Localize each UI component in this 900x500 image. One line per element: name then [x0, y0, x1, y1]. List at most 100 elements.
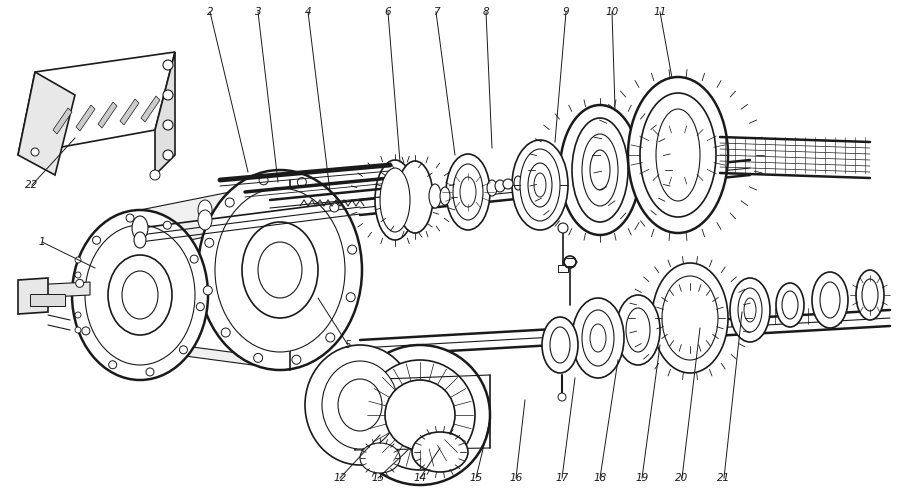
Ellipse shape [322, 361, 398, 449]
Circle shape [190, 255, 198, 263]
Ellipse shape [572, 298, 624, 378]
Ellipse shape [744, 298, 756, 322]
Circle shape [297, 178, 306, 186]
Ellipse shape [520, 149, 560, 221]
Circle shape [326, 333, 335, 342]
Ellipse shape [215, 188, 345, 352]
Circle shape [196, 302, 204, 310]
Circle shape [163, 222, 171, 230]
Ellipse shape [640, 93, 716, 217]
Text: 21: 21 [717, 473, 731, 483]
Ellipse shape [503, 179, 513, 189]
Ellipse shape [550, 327, 570, 363]
Circle shape [75, 257, 81, 263]
Polygon shape [53, 108, 72, 134]
Ellipse shape [198, 200, 212, 220]
Text: 18: 18 [593, 473, 607, 483]
Text: 19: 19 [635, 473, 649, 483]
Circle shape [126, 214, 134, 222]
Text: 2: 2 [207, 7, 213, 17]
Circle shape [31, 148, 39, 156]
Ellipse shape [108, 255, 172, 335]
Ellipse shape [375, 160, 415, 240]
Ellipse shape [132, 216, 148, 240]
Text: 17: 17 [555, 473, 569, 483]
Polygon shape [30, 282, 90, 298]
Text: 10: 10 [606, 7, 618, 17]
Polygon shape [141, 96, 160, 122]
Ellipse shape [856, 270, 884, 320]
Circle shape [329, 203, 338, 212]
Ellipse shape [460, 177, 476, 207]
Ellipse shape [812, 272, 848, 328]
Ellipse shape [385, 380, 455, 450]
Text: 4: 4 [305, 7, 311, 17]
Ellipse shape [652, 263, 728, 373]
Circle shape [346, 292, 356, 302]
Ellipse shape [85, 225, 195, 365]
Ellipse shape [582, 310, 614, 366]
Ellipse shape [590, 324, 606, 352]
Circle shape [163, 90, 173, 100]
Ellipse shape [338, 379, 382, 431]
Circle shape [203, 286, 212, 295]
Text: 1: 1 [39, 237, 45, 247]
Polygon shape [140, 180, 290, 250]
Circle shape [163, 150, 173, 160]
Text: 15: 15 [470, 473, 482, 483]
Circle shape [163, 60, 173, 70]
Text: 8: 8 [482, 7, 490, 17]
Circle shape [259, 176, 268, 185]
Ellipse shape [560, 105, 640, 235]
Polygon shape [18, 72, 75, 175]
Ellipse shape [582, 134, 618, 206]
Text: 14: 14 [413, 473, 427, 483]
Circle shape [93, 236, 101, 244]
Polygon shape [140, 340, 290, 370]
Circle shape [558, 393, 566, 401]
Circle shape [163, 120, 173, 130]
Circle shape [221, 328, 230, 337]
Ellipse shape [528, 163, 552, 207]
Ellipse shape [730, 278, 770, 342]
Ellipse shape [820, 282, 840, 318]
Ellipse shape [512, 140, 568, 230]
Ellipse shape [572, 118, 628, 222]
Circle shape [82, 327, 90, 335]
Text: 5: 5 [345, 340, 351, 350]
Text: 20: 20 [675, 473, 688, 483]
Polygon shape [18, 52, 175, 155]
Circle shape [150, 170, 160, 180]
Text: 16: 16 [509, 473, 523, 483]
Ellipse shape [628, 77, 728, 233]
Ellipse shape [440, 187, 450, 205]
Ellipse shape [590, 150, 610, 190]
Ellipse shape [738, 288, 762, 332]
Ellipse shape [198, 170, 362, 370]
Text: 12: 12 [333, 473, 346, 483]
Polygon shape [558, 265, 568, 272]
Ellipse shape [397, 161, 433, 233]
Ellipse shape [242, 222, 318, 318]
Circle shape [75, 312, 81, 318]
Circle shape [205, 238, 214, 248]
Ellipse shape [134, 232, 146, 248]
Ellipse shape [782, 291, 798, 319]
Ellipse shape [72, 210, 208, 380]
Ellipse shape [862, 279, 878, 311]
Ellipse shape [412, 432, 468, 472]
Circle shape [225, 198, 234, 207]
Text: 13: 13 [372, 473, 384, 483]
Text: 3: 3 [255, 7, 261, 17]
Bar [30, 294, 65, 306]
Ellipse shape [495, 180, 505, 192]
Ellipse shape [776, 283, 804, 327]
Circle shape [109, 360, 117, 368]
Ellipse shape [360, 443, 400, 473]
Circle shape [146, 368, 154, 376]
Ellipse shape [122, 271, 158, 319]
Circle shape [76, 280, 84, 287]
Ellipse shape [380, 168, 410, 232]
Circle shape [292, 355, 301, 364]
Ellipse shape [616, 295, 660, 365]
